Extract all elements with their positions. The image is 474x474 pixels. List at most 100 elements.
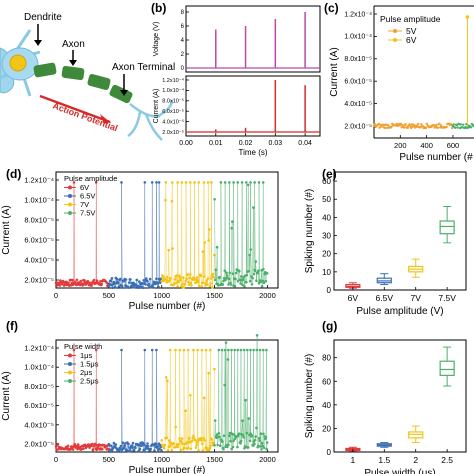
data-point xyxy=(155,181,158,184)
data-point xyxy=(214,268,218,272)
data-point xyxy=(223,181,227,184)
data-point xyxy=(83,279,86,282)
current-tick-label: 8.0x10⁻⁵ xyxy=(162,98,184,105)
voltage-tick-label: 4 xyxy=(181,38,185,44)
data-point xyxy=(201,250,205,253)
y-tick-label: 60 xyxy=(322,377,331,386)
data-point xyxy=(127,281,131,284)
data-point xyxy=(208,228,211,231)
data-point xyxy=(189,447,193,451)
data-point xyxy=(121,441,125,445)
y-tick-label: 2.0x10⁻⁵ xyxy=(24,440,54,449)
y-tick-label: 1.0x10⁻⁴ xyxy=(24,196,54,205)
legend-swatch-marker xyxy=(68,202,72,207)
data-point xyxy=(211,272,215,276)
label-action-potential: Action Potential xyxy=(51,100,119,133)
x-tick-label: 1 xyxy=(350,455,355,465)
data-point xyxy=(218,435,221,439)
data-point xyxy=(213,198,216,201)
x-tick-label: 1500 xyxy=(206,291,223,300)
data-point xyxy=(233,348,236,352)
data-point xyxy=(199,274,203,278)
data-point xyxy=(146,442,149,445)
data-point xyxy=(197,181,200,184)
data-point-5v xyxy=(445,125,448,129)
data-point xyxy=(143,443,146,446)
x-tick-label: 7.5V xyxy=(438,293,456,303)
data-point xyxy=(182,285,186,289)
data-point xyxy=(166,449,170,452)
data-point xyxy=(252,272,256,276)
data-point-5v xyxy=(408,123,411,126)
data-point xyxy=(119,444,123,448)
voltage-axis-label: Voltage (V) xyxy=(153,22,160,57)
data-point xyxy=(236,279,240,283)
data-point xyxy=(155,277,158,281)
data-point xyxy=(119,277,122,281)
data-point xyxy=(88,446,91,449)
myelin-sheath xyxy=(109,84,133,104)
data-point xyxy=(231,220,234,223)
data-point xyxy=(240,181,244,184)
data-point-5v xyxy=(413,124,416,127)
data-point xyxy=(233,284,237,288)
data-point xyxy=(255,426,258,430)
data-point xyxy=(192,348,195,352)
data-point xyxy=(159,277,163,281)
y-tick-label: 6.0x10⁻⁵ xyxy=(24,236,54,245)
data-point xyxy=(205,279,208,282)
y-axis-label: Current (A) xyxy=(1,205,12,254)
data-point xyxy=(254,435,258,438)
data-point xyxy=(242,348,246,352)
data-point xyxy=(253,181,256,184)
data-point xyxy=(134,446,137,450)
x-axis-label: Pulse number (# xyxy=(399,152,473,163)
data-point xyxy=(253,269,257,273)
x-tick-label: 2000 xyxy=(259,291,276,300)
data-point xyxy=(178,276,182,279)
data-point xyxy=(79,279,82,283)
myelin-sheath xyxy=(61,65,85,81)
data-point xyxy=(117,281,120,285)
y-axis-label: Spiking number (#) xyxy=(304,189,315,273)
data-point xyxy=(174,425,177,429)
data-point xyxy=(127,442,130,446)
data-point xyxy=(222,434,226,438)
data-point xyxy=(265,272,269,275)
data-point xyxy=(184,181,188,184)
data-point xyxy=(115,277,119,281)
data-point xyxy=(170,448,174,452)
legend-title: Pulse width xyxy=(64,342,102,351)
data-point xyxy=(145,277,148,280)
data-point xyxy=(238,269,241,273)
data-point xyxy=(229,283,233,286)
data-point xyxy=(152,286,155,289)
data-point xyxy=(239,275,243,278)
data-point xyxy=(189,394,192,397)
data-point xyxy=(225,271,228,275)
data-point-5v xyxy=(399,122,402,126)
data-point xyxy=(107,447,110,451)
data-point-6v xyxy=(469,126,473,129)
data-point xyxy=(213,253,216,257)
series-line-3 xyxy=(214,335,268,451)
data-point xyxy=(185,277,188,281)
data-point xyxy=(167,248,170,252)
data-point xyxy=(206,283,209,286)
data-point xyxy=(213,278,217,282)
data-point xyxy=(160,439,163,442)
legend-entry: 2.5μs xyxy=(80,377,99,386)
data-point-6v xyxy=(455,124,459,127)
data-point xyxy=(73,443,77,446)
data-point xyxy=(245,274,249,277)
data-point xyxy=(203,241,207,244)
series-line-1 xyxy=(108,182,162,289)
legend-swatch-marker xyxy=(68,370,72,375)
data-point xyxy=(124,442,127,445)
data-point xyxy=(241,278,245,282)
data-point xyxy=(124,278,128,281)
data-point xyxy=(239,441,242,445)
data-point xyxy=(110,277,114,280)
data-point xyxy=(197,449,200,452)
data-point-5v xyxy=(424,126,428,130)
